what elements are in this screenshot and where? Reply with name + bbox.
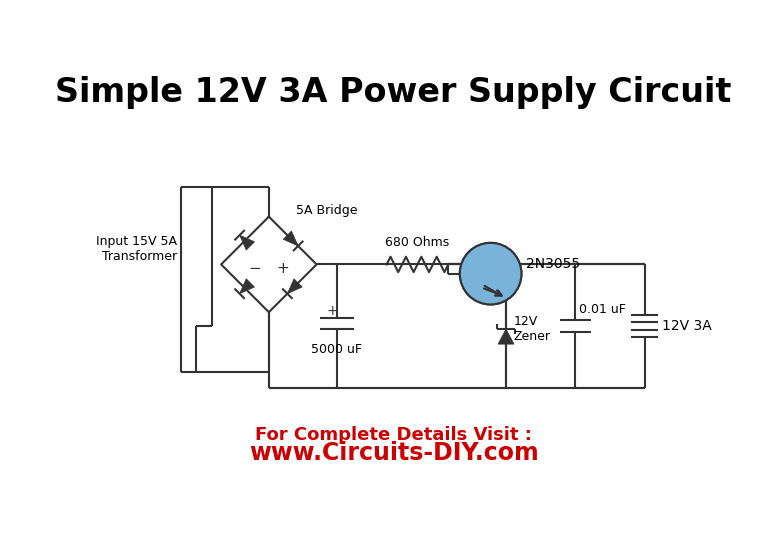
Polygon shape [240,235,254,250]
Text: 5000 uF: 5000 uF [311,342,362,356]
Text: Input 15V 5A
Transformer: Input 15V 5A Transformer [96,235,177,263]
Circle shape [460,243,521,305]
Text: Simple 12V 3A Power Supply Circuit: Simple 12V 3A Power Supply Circuit [55,76,732,109]
Polygon shape [283,231,298,246]
Polygon shape [498,329,514,344]
Circle shape [460,243,521,305]
Text: +: + [276,261,289,276]
Text: 12V 3A: 12V 3A [661,319,711,333]
Polygon shape [240,279,254,294]
Text: www.Circuits-DIY.com: www.Circuits-DIY.com [249,441,538,465]
Text: 12V
Zener: 12V Zener [514,315,551,343]
Polygon shape [287,279,303,294]
Text: For Complete Details Visit :: For Complete Details Visit : [255,426,532,444]
Text: 2N3055: 2N3055 [526,258,580,271]
Text: 5A Bridge: 5A Bridge [296,204,357,217]
Text: −: − [249,261,261,276]
Text: 680 Ohms: 680 Ohms [386,236,449,249]
Text: 0.01 uF: 0.01 uF [579,302,626,316]
Text: +: + [326,304,338,318]
